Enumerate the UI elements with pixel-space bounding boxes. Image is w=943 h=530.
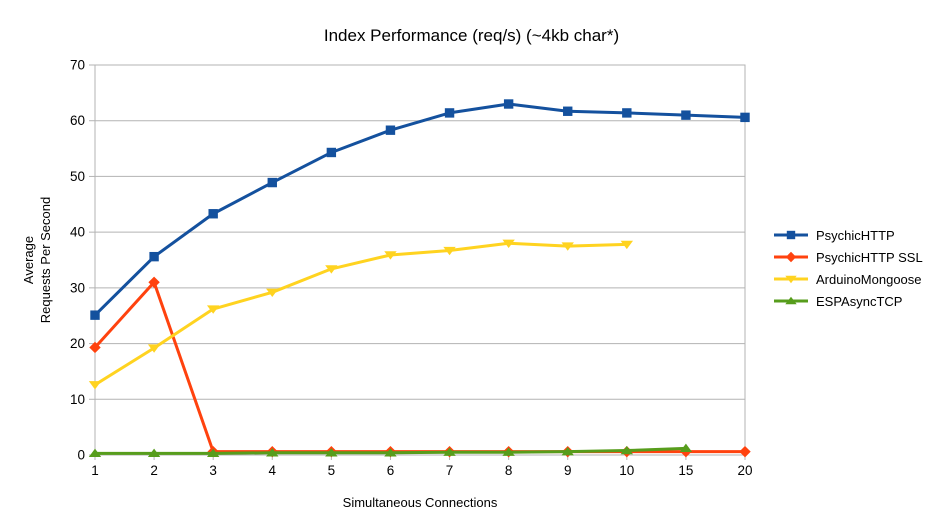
y-tick-label-20: 20 <box>70 336 85 351</box>
triangle-down-marker <box>88 381 102 390</box>
chart-title: Index Performance (req/s) (~4kb char*) <box>323 26 620 45</box>
triangle-down-marker <box>325 265 338 274</box>
diamond-marker <box>89 341 101 354</box>
series-psychichttp-ssl <box>89 276 751 458</box>
x-tick-label-9: 9 <box>564 463 572 478</box>
square-marker <box>90 310 100 320</box>
diamond-marker <box>739 445 751 458</box>
x-tick-label-8: 8 <box>505 463 513 478</box>
series-arduinomongoose <box>88 239 634 390</box>
x-axis-title: Simultaneous Connections <box>342 495 498 510</box>
triangle-down-marker <box>206 305 220 314</box>
y-tick-label-60: 60 <box>70 113 85 128</box>
x-tick-label-3: 3 <box>209 463 217 478</box>
x-tick-label-5: 5 <box>328 463 336 478</box>
triangle-up-marker <box>325 448 338 457</box>
square-icon <box>774 230 808 240</box>
diamond-marker <box>148 276 160 288</box>
y-tick-label-30: 30 <box>70 280 85 295</box>
triangle-down-marker <box>443 246 456 256</box>
triangle-up-marker <box>147 448 161 458</box>
triangle-up-marker <box>206 448 220 458</box>
legend-item-psychichttp-ssl: PsychicHTTP SSL <box>773 246 923 268</box>
legend-item-arduinomongoose: ArduinoMongoose <box>773 268 923 290</box>
triangle-up-marker <box>443 447 456 456</box>
legend-label: ESPAsyncTCP <box>816 293 903 309</box>
triangle-up-marker <box>502 447 515 456</box>
triangle-up-marker <box>88 448 102 458</box>
x-tick-label-2: 2 <box>150 463 158 478</box>
square-marker <box>267 177 277 188</box>
series-line <box>93 102 747 317</box>
legend-item-psychichttp: PsychicHTTP <box>773 224 923 246</box>
square-marker <box>740 112 750 123</box>
y-tick-label-50: 50 <box>70 169 85 184</box>
y-tick-label-10: 10 <box>70 392 85 407</box>
legend-item-espasynctcp: ESPAsyncTCP <box>773 290 923 312</box>
triangle-up-marker <box>266 448 279 457</box>
triangle-down-marker <box>502 239 515 248</box>
triangle-down-marker <box>266 288 279 298</box>
square-marker <box>385 125 396 135</box>
triangle-down-marker <box>147 344 161 353</box>
series-line <box>93 241 629 387</box>
square-marker <box>563 106 573 116</box>
y-axis-title: Average Requests Per Second <box>21 197 55 323</box>
series-line <box>93 280 747 454</box>
square-marker <box>326 147 337 158</box>
y-tick-label-0: 0 <box>77 448 85 463</box>
series-psychichttp <box>90 99 750 320</box>
y-tick-label-40: 40 <box>70 225 85 240</box>
y-axis-title-line1: Average <box>21 235 37 285</box>
plot-border <box>94 64 746 456</box>
x-tick-label-10: 10 <box>619 463 634 478</box>
y-tick-label-70: 70 <box>70 58 85 73</box>
x-tick-label-6: 6 <box>387 463 395 478</box>
x-tick-label-20: 20 <box>737 463 752 478</box>
x-tick-label-1: 1 <box>91 463 99 478</box>
y-axis-title-line2: Requests Per Second <box>38 196 53 324</box>
triangle-down-marker <box>620 240 634 250</box>
triangle-down-marker <box>384 251 397 260</box>
x-tick-label-7: 7 <box>446 463 454 478</box>
square-marker <box>444 108 455 118</box>
triangle-up-marker <box>561 446 574 456</box>
diamond-icon <box>774 251 808 263</box>
triangle-up-icon <box>774 296 808 305</box>
triangle-up-marker <box>620 445 634 455</box>
triangle-down-icon <box>774 275 808 284</box>
square-marker <box>681 110 691 120</box>
triangle-up-marker <box>384 448 397 457</box>
square-marker <box>208 209 218 219</box>
x-tick-label-15: 15 <box>678 463 693 478</box>
triangle-up-marker <box>679 443 693 453</box>
square-marker <box>149 251 159 262</box>
legend-label: PsychicHTTP <box>816 227 895 243</box>
square-marker <box>503 99 514 109</box>
legend-label: PsychicHTTP SSL <box>816 249 923 265</box>
series-espasynctcp <box>88 443 693 458</box>
legend: PsychicHTTP PsychicHTTP SSL ArduinoMongoos… <box>773 224 923 312</box>
square-marker <box>622 108 632 118</box>
triangle-down-marker <box>561 242 574 251</box>
x-tick-label-4: 4 <box>269 463 277 478</box>
legend-label: ArduinoMongoose <box>816 271 922 287</box>
